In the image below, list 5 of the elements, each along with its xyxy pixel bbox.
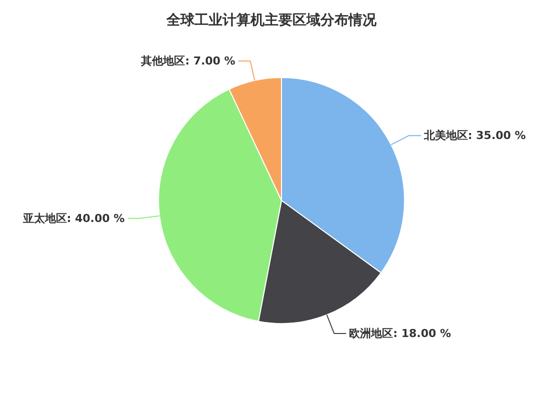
slice-label: 其他地区: 7.00 % <box>140 54 236 68</box>
slice-label: 北美地区: 35.00 % <box>422 129 526 142</box>
chart-title: 全球工业计算机主要区域分布情况 <box>166 12 378 28</box>
slice-label: 亚太地区: 40.00 % <box>22 212 125 225</box>
slice-label: 欧洲地区: 18.00 % <box>349 326 452 340</box>
